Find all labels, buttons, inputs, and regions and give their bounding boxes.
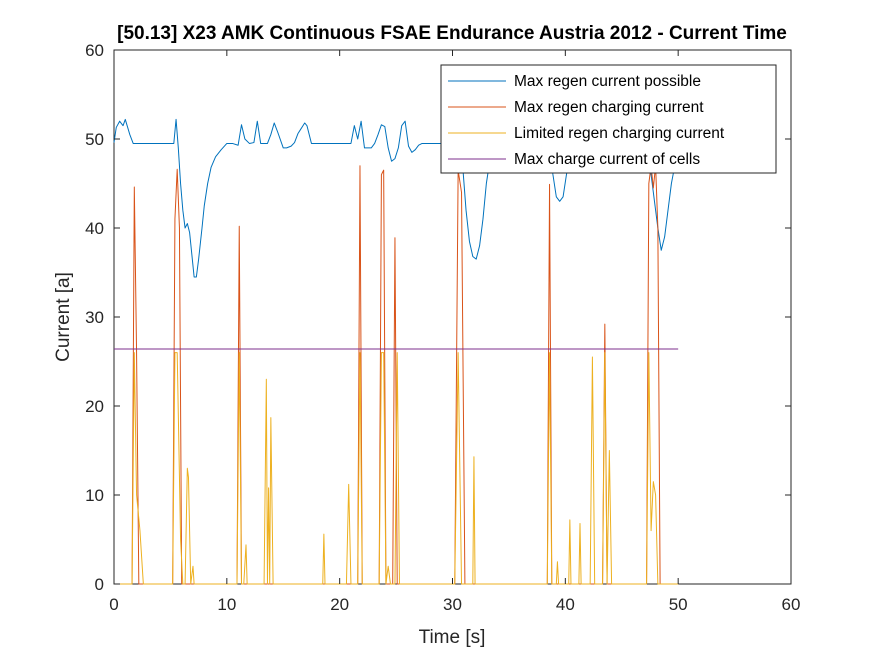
x-axis-label: Time [s] [419, 627, 486, 648]
legend-label-3: Limited regen charging current [514, 125, 725, 142]
x-tick-label: 0 [109, 595, 118, 614]
x-tick-label: 50 [669, 595, 688, 614]
x-tick-label: 30 [443, 595, 462, 614]
y-tick-label: 30 [85, 308, 104, 327]
x-tick-label: 10 [217, 595, 236, 614]
legend-box [440, 64, 777, 174]
chart-title: [50.13] X23 AMK Continuous FSAE Enduranc… [117, 23, 787, 44]
legend-items: Max regen current possible Max regen char… [448, 73, 725, 168]
legend-label-2: Max regen charging current [514, 99, 704, 116]
legend-label-1: Max regen current possible [514, 73, 701, 90]
y-tick-label: 10 [85, 486, 104, 505]
x-tick-label: 40 [556, 595, 575, 614]
y-tick-label: 0 [95, 575, 104, 594]
series-line-3 [114, 352, 679, 585]
y-tick-label: 40 [85, 219, 104, 238]
x-tick-label: 20 [330, 595, 349, 614]
x-tick-label: 60 [782, 595, 801, 614]
y-tick-label: 20 [85, 397, 104, 416]
y-tick-label: 50 [85, 130, 104, 149]
legend: Max regen current possible Max regen char… [440, 64, 777, 174]
y-axis-label: Current [a] [53, 272, 74, 362]
y-tick-label: 60 [85, 41, 104, 60]
legend-label-4: Max charge current of cells [514, 151, 700, 168]
ticks-layer: 0 10 20 30 40 50 60 0 10 20 30 40 50 60 [85, 41, 800, 614]
